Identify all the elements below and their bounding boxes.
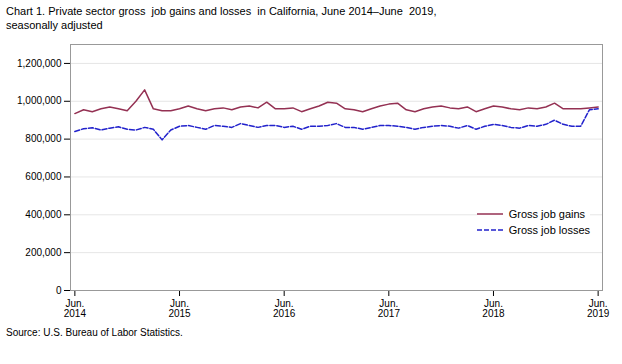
- svg-text:400,000: 400,000: [25, 209, 62, 220]
- svg-text:800,000: 800,000: [25, 133, 62, 144]
- svg-text:Jun.2016: Jun.2016: [273, 298, 296, 319]
- svg-text:Jun.2018: Jun.2018: [482, 298, 505, 319]
- svg-text:200,000: 200,000: [25, 247, 62, 258]
- svg-text:600,000: 600,000: [25, 171, 62, 182]
- html-text:Gross job gains: Gross job gains: [508, 208, 586, 220]
- svg-text:Jun.2017: Jun.2017: [378, 298, 401, 319]
- svg-text:Jun.2019: Jun.2019: [587, 298, 610, 319]
- svg-text:1,200,000: 1,200,000: [17, 58, 62, 69]
- html-text:Chart 1. Private sector gross: Chart 1. Private sector gross job gains …: [6, 5, 437, 17]
- svg-text:1,000,000: 1,000,000: [17, 95, 62, 106]
- html-text:seasonally adjusted: seasonally adjusted: [6, 19, 103, 31]
- html-text:Gross job losses: Gross job losses: [508, 224, 590, 236]
- svg-text:Jun.2014: Jun.2014: [64, 298, 87, 319]
- svg-text:0: 0: [56, 285, 62, 296]
- svg-text:Jun.2015: Jun.2015: [168, 298, 191, 319]
- html-text:Source: U.S. Bureau of Labor S: Source: U.S. Bureau of Labor Statistics.: [6, 327, 183, 338]
